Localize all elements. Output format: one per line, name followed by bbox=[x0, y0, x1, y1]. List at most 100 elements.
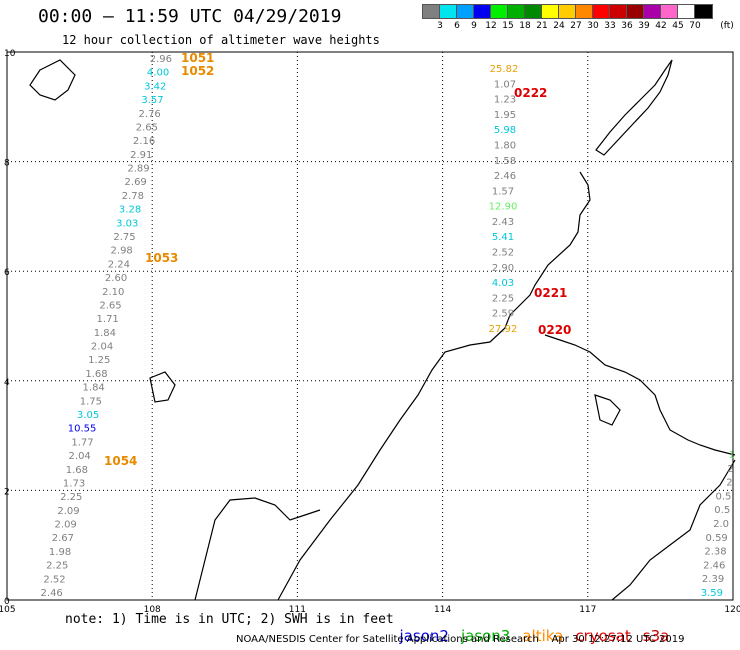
altimeter-track-east: 25.82 1.07 1.23 1.95 5.98 1.80 1.58 2.46 1.57 12.… bbox=[489, 64, 519, 335]
legend-label: 36 bbox=[621, 21, 633, 31]
legend-label: 24 bbox=[553, 21, 565, 31]
legend-swatch bbox=[558, 4, 577, 19]
wave-height-value: 2.24 bbox=[108, 259, 130, 270]
pass-time-label: 1054 bbox=[104, 454, 137, 468]
lon-tick-label: 105 bbox=[0, 605, 16, 615]
altimeter-track-west: 2.96 4.00 3.42 3.57 2.76 2.65 2.16 2.91 2.89 2.69… bbox=[41, 54, 172, 599]
wave-height-value: 2.46 bbox=[41, 588, 63, 599]
satellite-altika: altika bbox=[522, 627, 564, 645]
wave-height-value: 2.46 bbox=[703, 560, 725, 571]
pass-time-label: 1053 bbox=[145, 251, 178, 265]
lon-tick-label: 120 bbox=[724, 605, 740, 615]
lon-tick-label: 111 bbox=[289, 605, 306, 615]
lat-tick-label: 0 bbox=[4, 597, 10, 607]
wave-height-value: 2.59 bbox=[492, 309, 514, 320]
wave-height-value: 2.90 bbox=[492, 263, 514, 274]
legend-label: 21 bbox=[536, 21, 548, 31]
wave-height-value: 2.65 bbox=[99, 300, 121, 311]
wave-height-value: 2.25 bbox=[492, 293, 514, 304]
wave-height-value: 1.84 bbox=[94, 328, 116, 339]
wave-height-value: 5.41 bbox=[492, 232, 514, 243]
legend-swatch bbox=[575, 4, 594, 19]
wave-height-value: 1.77 bbox=[71, 437, 93, 448]
legend-label: 70 bbox=[689, 21, 701, 31]
satellite-jason2: jason2 bbox=[399, 627, 449, 645]
coast-small-island bbox=[149, 371, 176, 403]
pass-time-label: 1051 bbox=[181, 51, 214, 65]
legend-label: 39 bbox=[638, 21, 650, 31]
wave-height-value: 1.07 bbox=[494, 79, 516, 90]
wave-height-value: 5.98 bbox=[494, 125, 516, 136]
wave-height-value: 2.0 bbox=[713, 519, 729, 530]
wave-height-value: 2.09 bbox=[55, 520, 77, 531]
wave-height-value: 2.69 bbox=[125, 177, 147, 188]
wave-height-value: 2.04 bbox=[91, 342, 113, 353]
legend-swatch bbox=[677, 4, 696, 19]
legend-swatch bbox=[490, 4, 509, 19]
wave-height-value: 2.16 bbox=[133, 136, 155, 147]
legend-swatch bbox=[660, 4, 679, 19]
lon-tick-label: 114 bbox=[434, 605, 451, 615]
legend-label: 9 bbox=[471, 21, 477, 31]
legend-swatch bbox=[507, 4, 526, 19]
wave-height-value: 2.43 bbox=[492, 217, 514, 228]
wave-height-value: 2.67 bbox=[52, 533, 74, 544]
wave-height-value: 1.98 bbox=[49, 547, 71, 558]
wave-height-value: 0.5 bbox=[715, 491, 731, 502]
wave-height-value: 3.05 bbox=[77, 410, 99, 421]
coast-mainland bbox=[277, 171, 591, 601]
wave-height-value: 2.25 bbox=[60, 492, 82, 503]
legend-swatch bbox=[609, 4, 628, 19]
footer-note: note: 1) Time is in UTC; 2) SWH is in fe… bbox=[65, 612, 394, 627]
wave-height-value: 2.76 bbox=[139, 109, 161, 120]
color-legend-bar bbox=[422, 4, 713, 19]
wave-height-value: 1.71 bbox=[97, 314, 119, 325]
coast-island-sw bbox=[194, 497, 321, 601]
wave-height-value: 1 bbox=[729, 450, 735, 461]
wave-height-value: 2.78 bbox=[122, 191, 144, 202]
lat-lon-grid bbox=[7, 52, 733, 600]
pass-time-label: 0221 bbox=[534, 286, 567, 300]
lat-tick-label: 2 bbox=[4, 487, 10, 497]
legend-label: 6 bbox=[454, 21, 460, 31]
lat-tick-label: 10 bbox=[4, 49, 16, 59]
legend-label: 15 bbox=[502, 21, 514, 31]
coast-peninsula-south bbox=[544, 334, 736, 456]
wave-height-value: 1.75 bbox=[80, 396, 102, 407]
legend-swatch bbox=[694, 4, 713, 19]
wave-height-value: 4.00 bbox=[147, 68, 169, 79]
satellite-key: jason2 jason3 altika cryosat s3a bbox=[390, 609, 681, 645]
pass-time-label: 0220 bbox=[538, 323, 571, 337]
legend-unit: (ft) bbox=[720, 21, 734, 31]
footer-credit: NOAA/NESDIS Center for Satellite Applica… bbox=[236, 634, 685, 645]
wave-height-value: 2.52 bbox=[492, 248, 514, 259]
wave-height-value: 0.5 bbox=[714, 505, 730, 516]
legend-swatch bbox=[456, 4, 475, 19]
legend-swatch bbox=[473, 4, 492, 19]
legend-swatch bbox=[422, 4, 441, 19]
wave-height-value: 1.23 bbox=[494, 95, 516, 106]
lat-tick-label: 8 bbox=[4, 159, 10, 169]
wave-height-value: 1.95 bbox=[494, 110, 516, 121]
latitude-labels: 0 2 4 6 8 10 bbox=[4, 49, 16, 607]
wave-height-value: 2 bbox=[727, 464, 733, 475]
wave-height-value: 2.39 bbox=[702, 574, 724, 585]
legend-swatch bbox=[541, 4, 560, 19]
longitude-labels: 105 108 111 114 117 120 bbox=[0, 605, 740, 615]
wave-height-value: 2.98 bbox=[111, 246, 133, 257]
legend-swatch bbox=[643, 4, 662, 19]
wave-height-value: 2.75 bbox=[113, 232, 135, 243]
coast-island-west bbox=[29, 59, 76, 101]
wave-height-value: 1.25 bbox=[88, 355, 110, 366]
legend-label: 3 bbox=[437, 21, 443, 31]
satellite-cryosat: cryosat bbox=[575, 627, 631, 645]
wave-height-value: 3.57 bbox=[141, 95, 163, 106]
legend-label: 12 bbox=[485, 21, 497, 31]
wave-height-value: 2.09 bbox=[57, 506, 79, 517]
lat-tick-label: 4 bbox=[4, 378, 10, 388]
coast-east-shore bbox=[611, 459, 736, 601]
wave-height-value: 2.04 bbox=[69, 451, 91, 462]
legend-swatch bbox=[592, 4, 611, 19]
wave-height-value: 4.03 bbox=[492, 278, 514, 289]
